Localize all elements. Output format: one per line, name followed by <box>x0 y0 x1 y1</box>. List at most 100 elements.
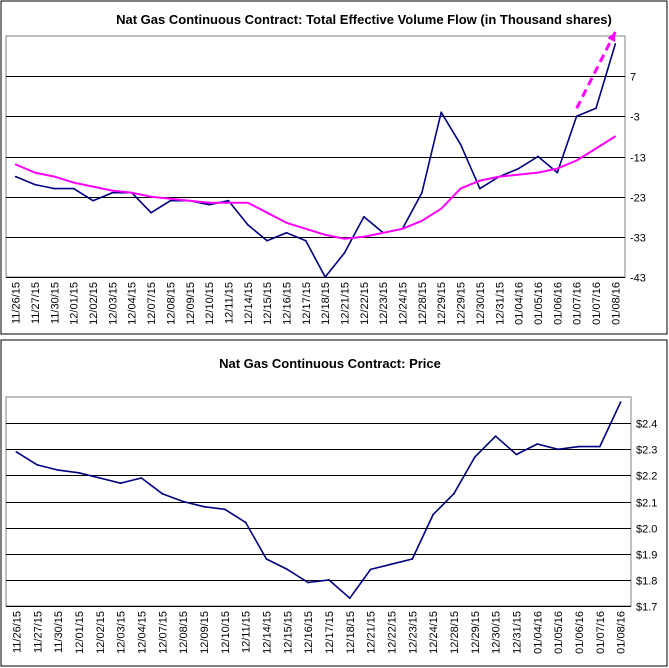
chart-top-series-1-point <box>14 175 17 178</box>
chart-top-x-tick-label: 12/17/15 <box>301 282 313 325</box>
chart-bottom-x-tick-label: 12/14/15 <box>261 611 273 654</box>
chart-top-x-tick-label: 12/15/15 <box>262 282 274 325</box>
chart-bottom-x-tick-label: 12/16/15 <box>303 611 315 654</box>
chart-top-series-1-point <box>150 211 153 214</box>
chart-top-series-1-point <box>324 276 327 278</box>
chart-top-series-2-point <box>401 227 404 230</box>
chart-bottom-series-1-point <box>411 558 414 560</box>
chart-top-series-1-point <box>556 171 559 174</box>
trend-arrow-line <box>575 31 617 109</box>
chart-top-series-1-point <box>72 187 75 190</box>
chart-bottom-x-tick-label: 11/27/15 <box>32 611 44 653</box>
chart-top-series-line-2 <box>15 135 616 240</box>
chart-bottom-series-1-point <box>453 492 455 495</box>
chart-bottom-x-tick-label: 12/11/15 <box>241 611 253 653</box>
chart-top-y-tick-label: -13 <box>630 153 646 165</box>
chart-top-x-tick-label: 12/29/15 <box>456 282 468 325</box>
chart-bottom-y-tick-label: $2.3 <box>636 445 657 457</box>
chart-top-annotations <box>575 31 617 109</box>
chart-bottom-y-tick-label: $2.4 <box>636 419 657 431</box>
chart-top-series-2-point <box>459 187 462 190</box>
chart-bottom-x-tick-label: 12/28/15 <box>449 611 461 654</box>
chart-top-series-2-point <box>208 201 211 204</box>
chart-top-y-tick-label: -33 <box>630 233 646 245</box>
chart-top-y-tick-label: -23 <box>630 193 646 205</box>
chart-bottom-series-1-point <box>598 445 601 448</box>
chart-top-x-tick-label: 12/24/15 <box>398 282 410 325</box>
chart-bottom-series-1-point <box>494 435 497 438</box>
chart-top-series-1-point <box>343 252 346 254</box>
chart-bottom-title: Nat Gas Continuous Contract: Price <box>219 356 441 371</box>
chart-top-x-tick-label: 12/16/15 <box>281 282 293 325</box>
chart-top-gridlines <box>6 76 625 278</box>
chart-top-series-1-point <box>34 183 36 186</box>
chart-bottom-x-tick-label: 01/04/16 <box>532 611 544 654</box>
chart-bottom-x-tick-label: 12/17/15 <box>324 611 336 654</box>
chart-bottom-series-1-point <box>536 443 539 445</box>
chart-bottom-x-tick-label: 01/05/16 <box>553 611 565 654</box>
chart-top-series-2-point <box>537 171 539 174</box>
chart-top-y-tick-label: -3 <box>630 112 640 124</box>
chart-bottom-x-tick-label: 12/03/15 <box>116 611 128 654</box>
chart-bottom-series-1-point <box>515 453 518 456</box>
chart-top-series-1-point <box>517 167 520 170</box>
chart-bottom-x-tick-label: 12/08/15 <box>178 611 190 654</box>
chart-bottom-series-1-point <box>619 401 622 404</box>
chart-top-series-1-point <box>459 143 462 146</box>
chart-bottom-x-tick-label: 12/22/15 <box>386 611 398 654</box>
chart-top-series-2-point <box>14 163 17 166</box>
chart-top-series-2-point <box>382 231 385 234</box>
chart-top-series-2-point <box>479 179 481 182</box>
chart-bottom-series-1-point <box>98 477 101 479</box>
chart-bottom-y-tick-label: $1.8 <box>636 576 657 588</box>
chart-bottom-series-1-point <box>78 471 80 474</box>
chart-bottom-series-1-point <box>182 500 185 503</box>
chart-bottom-x-tick-label: 12/21/15 <box>366 611 378 654</box>
trend-arrow-head <box>607 31 616 42</box>
chart-top-x-tick-label: 01/07/16 <box>572 282 584 325</box>
chart-top-y-tick-label: 7 <box>630 72 636 84</box>
chart-bottom-y-tick-label: $2.0 <box>636 524 657 536</box>
chart-bottom-x-tick-label: 12/09/15 <box>199 611 211 654</box>
chart-top-series-1-point <box>575 115 578 118</box>
chart-bottom-x-tick-label: 11/30/15 <box>53 611 65 653</box>
chart-top-series-2-point <box>343 237 346 240</box>
chart-top-series-2-point <box>169 197 172 200</box>
chart-bottom-series <box>15 401 622 600</box>
chart-top-series-1-point <box>595 107 597 110</box>
chart-bottom-x-tick-label: 12/30/15 <box>491 611 503 654</box>
chart-bottom-series-1-point <box>557 448 559 451</box>
chart-bottom-x-tick-label: 01/08/16 <box>616 611 628 654</box>
chart-top-x-tick-label: 12/21/15 <box>340 282 352 325</box>
chart-top-x-tick-label: 12/11/15 <box>223 282 235 324</box>
chart-top-series-2-point <box>227 201 230 204</box>
chart-top-series-2-point <box>517 173 520 176</box>
chart-top-series-1-point <box>208 203 211 206</box>
chart-bottom-y-tick-label: $2.1 <box>636 498 657 510</box>
chart-bottom-series-1-point <box>348 597 351 600</box>
chart-top-x-tick-label: 12/31/15 <box>494 282 506 325</box>
chart-bottom-x-tick-label: 12/04/15 <box>136 611 148 654</box>
chart-top-x-tick-label: 12/03/15 <box>107 282 119 325</box>
chart-top-series-2-point <box>304 227 307 230</box>
chart-top-x-tick-label: 12/01/15 <box>69 282 81 325</box>
chart-top-series-1-point <box>421 191 423 194</box>
chart-top-x-tick-label: 12/22/15 <box>359 282 371 325</box>
chart-top-series-2-point <box>92 185 94 188</box>
chart-bottom-x-tick-label: 12/24/15 <box>428 611 440 654</box>
chart-top-x-tick-label: 12/07/15 <box>146 282 158 325</box>
chart-bottom-x-tick-label: 12/07/15 <box>157 611 169 654</box>
chart-top-series-2-point <box>53 175 56 178</box>
chart-top-series-2-point <box>614 135 617 138</box>
chart-top-series-2-point <box>595 147 597 150</box>
chart-bottom-series-1-point <box>57 469 59 471</box>
chart-bottom-series-1-point <box>244 521 247 524</box>
chart-top-x-tick-label: 12/29/15 <box>436 282 448 325</box>
chart-top-x-ticks: 11/26/15 11/27/15 11/30/15 12/01/15 12/02/15… <box>11 282 623 325</box>
chart-bottom-x-tick-label: 12/02/15 <box>95 611 107 654</box>
chart-top-x-tick-label: 01/06/16 <box>552 282 564 325</box>
chart-top-series-2-point <box>498 175 501 178</box>
chart-top-y-tick-label: -43 <box>630 273 646 285</box>
chart-bottom-series-1-point <box>369 568 372 571</box>
chart-bottom-series-line-1 <box>15 401 622 600</box>
